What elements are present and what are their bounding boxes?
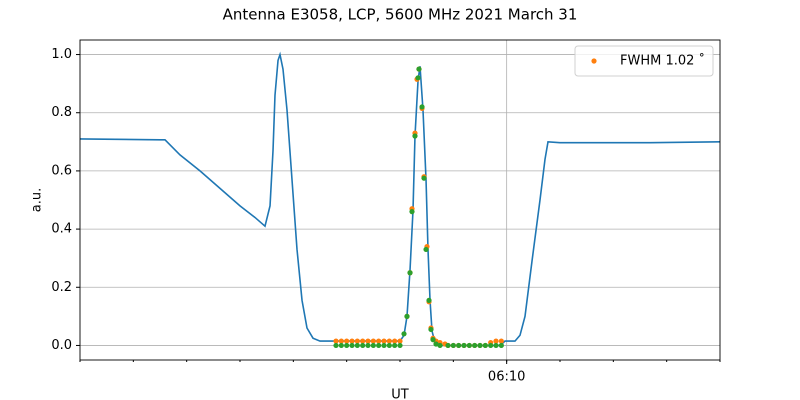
scatter-point — [392, 338, 398, 344]
scatter-point — [349, 342, 355, 349]
scatter-point — [416, 66, 422, 72]
scatter-point — [397, 338, 403, 344]
scatter-point — [354, 342, 360, 349]
scatter-point — [412, 133, 418, 139]
legend-box — [574, 45, 714, 77]
scatter-point — [344, 338, 350, 344]
scatter-point — [493, 342, 499, 349]
scatter-point — [493, 338, 499, 344]
scatter-point — [421, 175, 427, 181]
scatter-point — [381, 342, 387, 349]
scatter-point — [488, 342, 494, 349]
scatter-point — [333, 342, 339, 349]
scatter-point — [354, 338, 360, 344]
scatter-point — [365, 342, 371, 349]
y-tick-label: 1.0 — [51, 47, 72, 62]
y-tick-label: 0.8 — [51, 105, 72, 120]
scatter-point — [344, 342, 350, 349]
scatter-point — [426, 297, 432, 303]
y-axis-label: a.u. — [30, 188, 45, 212]
scatter-point — [392, 342, 398, 349]
scatter-point — [482, 342, 488, 349]
scatter-point — [401, 331, 407, 337]
legend-label: FWHM 1.02 ˚ — [620, 53, 705, 69]
chart-title: Antenna E3058, LCP, 5600 MHz 2021 March … — [223, 6, 578, 24]
x-tick-label: 06:10 — [488, 370, 525, 385]
x-axis-label: UT — [391, 388, 409, 400]
scatter-point — [466, 342, 472, 349]
scatter-point — [333, 338, 339, 344]
scatter-point — [419, 104, 425, 110]
scatter-point — [498, 342, 504, 349]
scatter-point — [365, 338, 371, 344]
scatter-point — [477, 342, 483, 349]
scatter-point — [415, 75, 421, 81]
scatter-point — [370, 338, 376, 344]
scatter-point — [360, 342, 366, 349]
scatter-point — [370, 342, 376, 349]
y-tick-label: 0.0 — [51, 338, 72, 353]
scatter-point — [381, 338, 387, 344]
scatter-point — [456, 342, 462, 349]
scatter-point — [338, 338, 344, 344]
scatter-point — [404, 313, 410, 319]
scatter-point — [376, 342, 382, 349]
y-tick-label: 0.4 — [51, 222, 72, 237]
y-tick-label: 0.6 — [51, 163, 72, 178]
scatter-point — [386, 342, 392, 349]
scatter-point — [430, 337, 436, 343]
scatter-point — [360, 338, 366, 344]
scatter-point — [397, 342, 403, 349]
scatter-point — [498, 338, 504, 344]
scatter-point — [386, 338, 392, 344]
scatter-point — [472, 342, 478, 349]
axes-frame — [79, 39, 721, 361]
scatter-point — [433, 341, 439, 347]
scatter-point — [423, 246, 429, 253]
y-tick-label: 0.2 — [51, 280, 72, 295]
scatter-point — [407, 270, 413, 276]
scatter-point — [409, 209, 415, 215]
scatter-point — [338, 342, 344, 349]
scatter-point — [450, 342, 456, 349]
scatter-point — [445, 342, 451, 349]
scatter-point — [461, 342, 467, 349]
scatter-point — [428, 326, 434, 333]
scatter-point — [437, 342, 443, 349]
scatter-point — [376, 338, 382, 344]
scatter-point — [349, 338, 355, 344]
legend-marker — [591, 58, 597, 64]
